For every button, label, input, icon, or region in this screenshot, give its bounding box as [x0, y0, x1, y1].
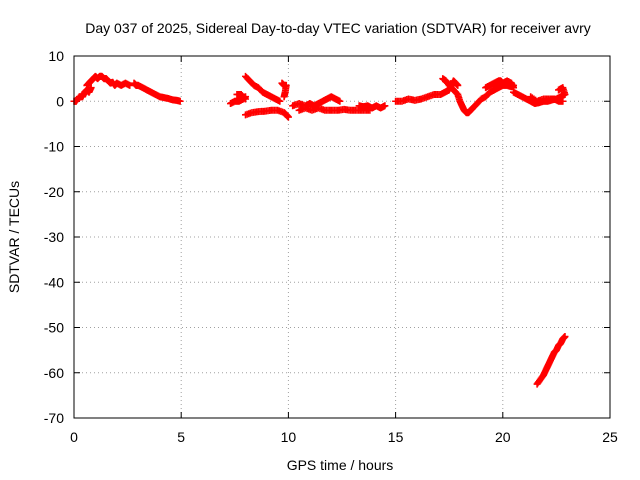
y-tick-label: -10: [44, 139, 64, 155]
y-axis-label: SDTVAR / TECUs: [6, 181, 22, 293]
x-axis-label: GPS time / hours: [287, 457, 394, 473]
data-point: [242, 95, 250, 103]
series-arc-3: [130, 79, 184, 105]
x-tick-labels: 0 5 10 15 20 25: [70, 429, 618, 445]
data-point: [381, 102, 389, 110]
x-tick-label: 25: [602, 429, 618, 445]
data-point: [280, 93, 288, 101]
plot-frame: [73, 55, 611, 419]
series-arc-11: [355, 102, 389, 112]
series-arc-16: [527, 93, 567, 105]
data-point: [561, 333, 569, 341]
data-point: [276, 97, 284, 105]
series-arc-6: [233, 90, 250, 103]
x-tick-label: 5: [177, 429, 185, 445]
y-tick-label: 10: [48, 48, 64, 64]
y-tick-label: 0: [56, 93, 64, 109]
chart-title: Day 037 of 2025, Sidereal Day-to-day VTE…: [85, 20, 591, 36]
data-point: [555, 86, 563, 94]
data-point: [284, 113, 292, 121]
y-tick-label: -20: [44, 184, 64, 200]
data-point: [559, 97, 567, 105]
series-arc-1: [70, 84, 95, 105]
y-tick-label: -40: [44, 274, 64, 290]
y-tick-label: -30: [44, 229, 64, 245]
x-tick-label: 0: [70, 429, 78, 445]
y-tick-label: -70: [44, 410, 64, 426]
x-tick-label: 20: [495, 429, 511, 445]
series-arc-5: [242, 72, 284, 105]
data-point: [336, 97, 344, 105]
series-arc-8: [278, 79, 290, 101]
series-arc-10: [295, 104, 374, 114]
series-arc-9: [289, 93, 344, 110]
data-point: [240, 94, 248, 102]
grid: [74, 56, 610, 418]
x-tick-label: 10: [281, 429, 297, 445]
series-arc-7: [242, 106, 292, 121]
x-tick-label: 15: [388, 429, 404, 445]
data-point: [87, 84, 95, 92]
series-arc-13: [439, 75, 518, 117]
data-points: [70, 72, 569, 388]
y-tick-labels: 10 0 -10 -20 -30 -40 -50 -60 -70: [44, 48, 64, 426]
data-point: [126, 81, 134, 89]
data-point: [454, 81, 462, 89]
series-arc-2: [83, 72, 134, 89]
y-tick-label: -60: [44, 365, 64, 381]
series-arc-14: [482, 77, 518, 92]
series-arc-17: [533, 333, 569, 388]
y-tick-label: -50: [44, 320, 64, 336]
data-point: [176, 97, 184, 105]
